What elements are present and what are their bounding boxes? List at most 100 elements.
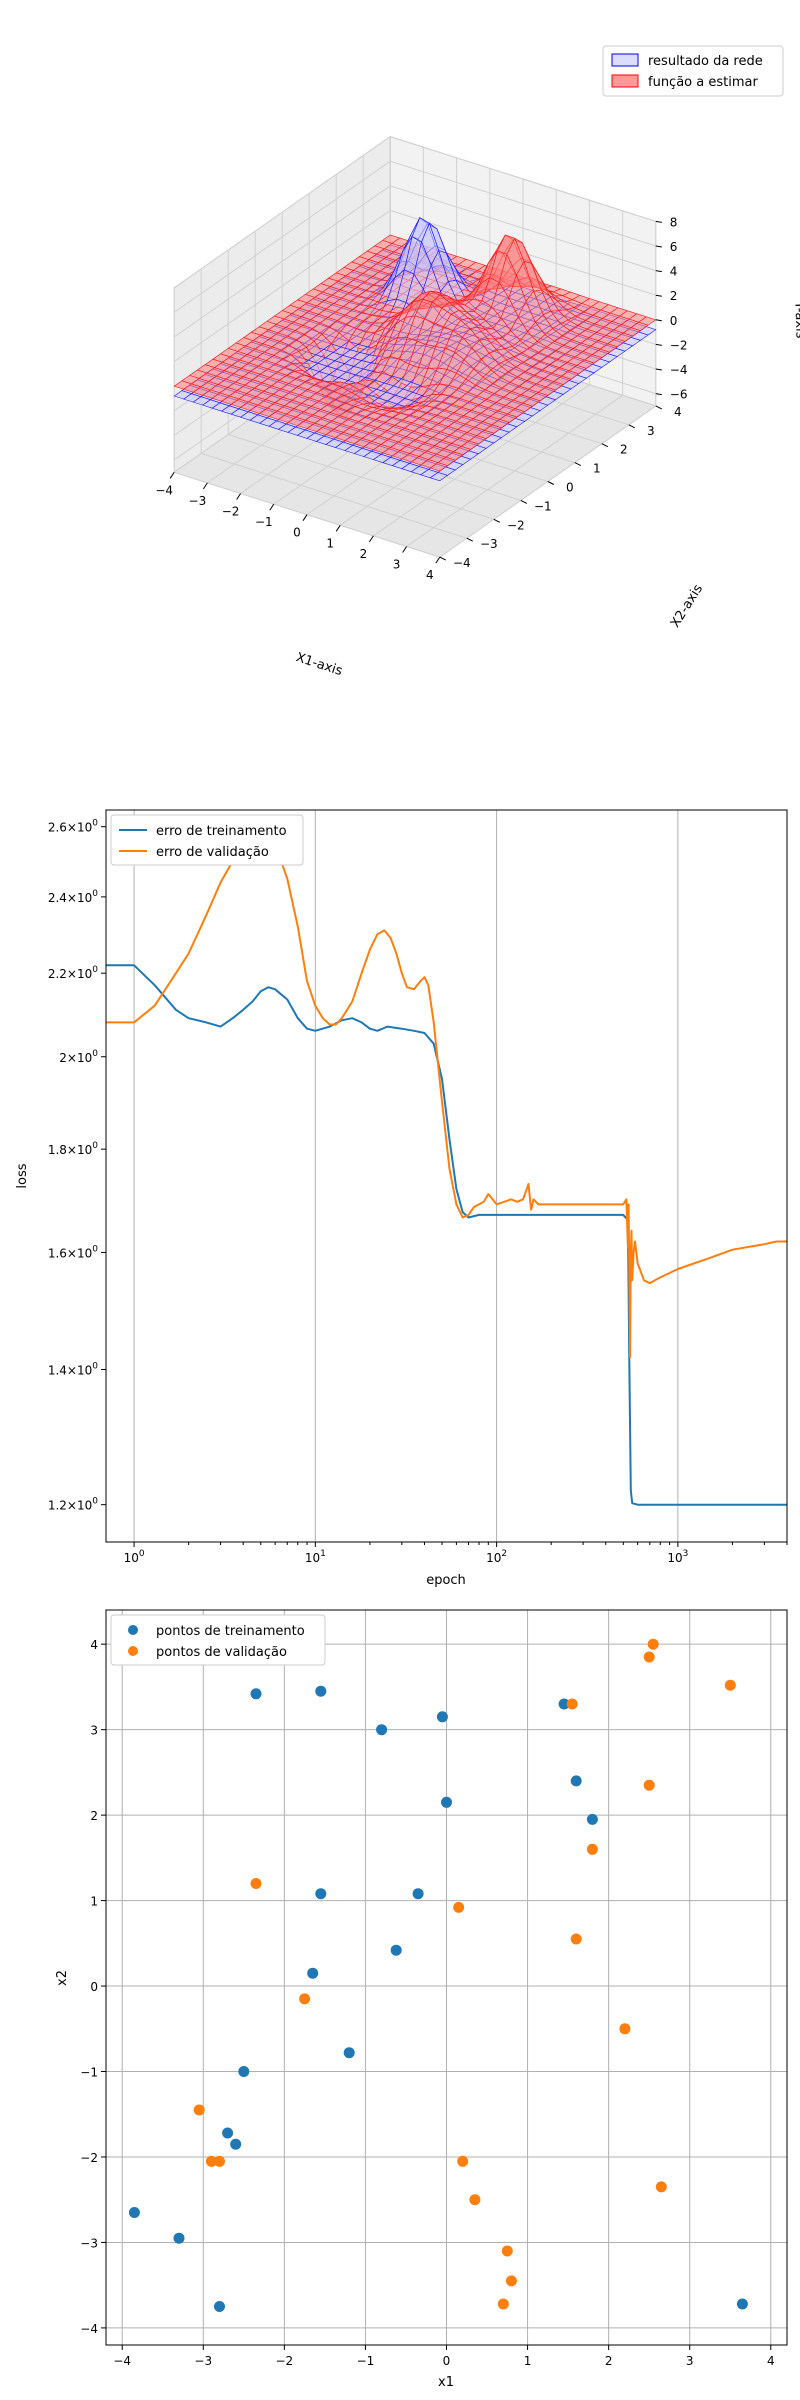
pane-gridline	[390, 185, 656, 272]
validation-point	[505, 2275, 517, 2287]
x2-tick-label: 0	[566, 481, 574, 495]
target-surface-cell	[429, 462, 449, 472]
loss-xtick-label: 102	[486, 1549, 507, 1565]
loss-ytick-label: 1.8×100	[48, 1141, 98, 1157]
y-tick-mark	[655, 245, 662, 248]
validation-point	[193, 2104, 205, 2116]
training-point	[343, 2047, 355, 2059]
pane-gridline	[390, 160, 656, 247]
validation-point	[457, 2155, 469, 2167]
training-point	[412, 1888, 424, 1900]
x1-tick-mark	[435, 556, 441, 564]
loss-ticks: 100 101 102 103 1.2×100 1.4×100 1.6×100 1.8×100…	[48, 819, 788, 1565]
x1-tick-label: −2	[222, 505, 240, 519]
pane-gridline	[173, 136, 391, 289]
legend-label-network: resultado da rede	[648, 54, 763, 69]
scatter-xtick-label: −2	[276, 2354, 294, 2368]
training-point	[586, 1813, 598, 1825]
pane-gridline	[173, 185, 391, 338]
validation-point	[647, 1638, 659, 1650]
x2-tick-mark	[547, 481, 555, 485]
scatter-ytick-label: 3	[90, 1724, 98, 1738]
x1-tick-label: −3	[189, 494, 207, 508]
validation-point	[501, 2245, 513, 2257]
validation-point	[619, 2023, 631, 2035]
y-tick-mark	[655, 393, 662, 396]
loss-ytick-label: 2.2×100	[48, 965, 98, 981]
y-tick-mark	[655, 294, 662, 297]
validation-point	[214, 2155, 225, 2167]
x2-tick-mark	[439, 556, 447, 561]
axes-ticks: −4 −4 −3 −3 −2 −2 −1 −1 0 0 1 1 2 2 3 3 4 4 −6 −4 −2 0 2 4 6 8	[155, 215, 687, 582]
training-point	[441, 1796, 452, 1808]
scatter-ytick-label: 0	[90, 1980, 98, 1994]
y-tick-label: 0	[670, 314, 678, 328]
loss-ytick-label: 1.6×100	[48, 1244, 98, 1260]
legend-label-val: erro de validação	[156, 845, 269, 860]
training-point	[307, 1967, 319, 1979]
validation-point	[497, 2298, 509, 2310]
scatter-ytick-label: −2	[80, 2151, 98, 2165]
training-point	[736, 2298, 748, 2310]
x1-tick-label: 1	[326, 536, 334, 550]
pane-gridline	[390, 136, 656, 222]
loss-lines	[106, 819, 787, 1506]
loss-frame	[105, 809, 788, 1543]
x2-tick-mark	[574, 462, 582, 467]
x2-axis-label: X2-axis	[668, 582, 706, 631]
training-point	[390, 1944, 402, 1956]
scatter-xtick-label: 1	[524, 2354, 532, 2368]
surface-3d-chart: −4 −4 −3 −3 −2 −2 −1 −1 0 0 1 1 2 2 3 3 4 4 −6 −4 −2 0 2 4 6 8 X1…	[155, 45, 800, 679]
x1-tick-label: −1	[255, 515, 273, 529]
y-tick-label: −6	[670, 388, 688, 402]
legend-swatch-network	[611, 53, 639, 67]
scatter-ytick-label: −1	[80, 2066, 98, 2080]
x1-tick-label: 4	[426, 568, 434, 582]
pane-gridline	[373, 384, 590, 537]
validation-point	[643, 1651, 655, 1663]
validation-point	[469, 2194, 481, 2206]
y-tick-mark	[655, 319, 662, 322]
scatter-points	[128, 1638, 748, 2312]
validation-point	[586, 1843, 598, 1855]
network-surface-cell	[429, 472, 449, 482]
training-loss-line	[106, 964, 787, 1506]
y-tick-mark	[655, 270, 662, 273]
x2-tick-label: −3	[480, 537, 498, 551]
training-point	[315, 1888, 327, 1900]
x2-tick-label: −1	[534, 499, 552, 513]
x2-tick-mark	[466, 537, 474, 542]
y-tick-label: 2	[670, 289, 678, 303]
scatter-xlabel: x1	[438, 2375, 454, 2390]
training-point	[376, 1724, 388, 1736]
x1-tick-mark	[335, 525, 341, 532]
y-tick-label: 8	[670, 215, 678, 229]
scatter-ytick-label: −4	[80, 2322, 98, 2336]
scatter-ytick-label: 1	[90, 1895, 98, 1909]
legend-marker-val	[128, 1646, 138, 1656]
x1-tick-label: 0	[293, 526, 301, 540]
x1-tick-mark	[269, 503, 275, 511]
scatter-ylabel: x2	[55, 1970, 70, 1986]
training-point	[238, 2066, 250, 2077]
scatter-ticks: −4 −4 −3 −3 −2 −2 −1 −1 0 0 1 1 2 2 3 3 4 4	[80, 1638, 774, 2368]
loss-grid	[133, 810, 679, 1542]
scatter-xtick-label: −1	[357, 2354, 375, 2368]
validation-point	[299, 1993, 311, 2005]
loss-xtick-label: 101	[305, 1549, 326, 1565]
x1-tick-mark	[368, 535, 374, 543]
x1-axis-label: X1-axis	[294, 650, 344, 679]
training-point	[214, 2301, 225, 2312]
y-tick-mark	[655, 343, 662, 346]
x2-tick-label: 2	[620, 443, 628, 457]
x2-tick-mark	[628, 424, 636, 429]
loss-xtick-label: 103	[667, 1549, 688, 1565]
loss-plot-area	[106, 810, 787, 1542]
loss-ytick-label: 2.6×100	[48, 819, 98, 835]
x1-tick-mark	[202, 482, 208, 490]
x2-tick-label: −2	[507, 518, 525, 532]
training-point	[250, 1688, 262, 1700]
scatter-xtick-label: −3	[194, 2354, 212, 2368]
scatter-xtick-label: −4	[113, 2354, 131, 2368]
scatter-ytick-label: 4	[90, 1638, 98, 1652]
